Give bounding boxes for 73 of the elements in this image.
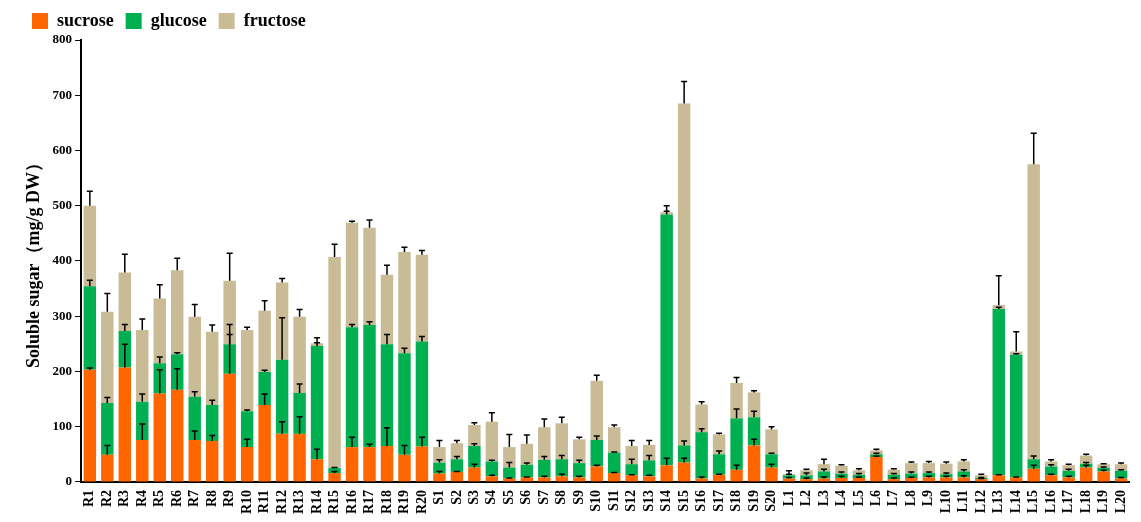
legend-label: glucose [150, 9, 207, 30]
x-tick-label: R9 [221, 489, 237, 508]
x-tick-label: S18 [728, 489, 744, 512]
x-tick-label: S15 [675, 489, 691, 512]
x-tick-label: S6 [518, 489, 534, 505]
x-tick-label: R2 [98, 489, 114, 508]
x-tick-label: L7 [885, 489, 901, 507]
x-tick-label: R11 [256, 489, 272, 514]
x-tick-label: L3 [815, 489, 831, 507]
x-tick-label: S5 [500, 489, 516, 505]
x-tick-label: S10 [588, 489, 604, 512]
x-tick-label: S4 [483, 489, 499, 505]
x-tick-label: R18 [378, 489, 394, 515]
x-tick-label: L11 [955, 489, 971, 513]
x-tick-label: L12 [972, 489, 988, 514]
x-tick-label: R16 [343, 489, 359, 515]
x-tick-label: S8 [553, 489, 569, 505]
x-tick-label: R13 [291, 489, 307, 515]
y-tick-label: 600 [52, 141, 73, 157]
x-tick-label: R7 [186, 489, 202, 508]
x-tick-label: L20 [1112, 489, 1128, 514]
y-tick-label: 700 [52, 86, 73, 102]
x-tick-label: R8 [203, 489, 219, 508]
y-tick-label: 500 [52, 197, 73, 213]
x-tick-label: L18 [1077, 489, 1093, 514]
x-tick-label: L6 [868, 489, 884, 507]
x-tick-label: S17 [710, 489, 726, 512]
x-tick-label: R3 [116, 489, 132, 508]
x-tick-label: S14 [658, 489, 674, 512]
x-tick-label: L10 [937, 489, 953, 514]
x-tick-label: S16 [693, 489, 709, 512]
x-tick-label: L2 [798, 489, 814, 507]
x-tick-label: S11 [605, 489, 621, 511]
x-tick-label: R4 [133, 489, 149, 508]
x-tick-label: R12 [273, 489, 289, 515]
y-tick-label: 100 [52, 418, 73, 434]
x-tick-label: L15 [1025, 489, 1041, 514]
x-tick-label: R19 [396, 489, 412, 515]
x-tick-label: R17 [361, 489, 377, 515]
legend-label: sucrose [57, 9, 114, 30]
x-tick-label: R10 [238, 489, 254, 515]
x-tick-label: S7 [535, 489, 551, 505]
x-tick-label: R14 [308, 489, 324, 515]
y-axis-title: Soluble sugar（mg/g DW） [23, 153, 44, 368]
y-tick-label: 300 [52, 307, 73, 323]
x-tick-label: S20 [763, 489, 779, 512]
y-tick-label: 800 [52, 31, 73, 47]
x-tick-label: R15 [326, 489, 342, 515]
x-tick-label: S12 [623, 489, 639, 512]
x-tick-label: S2 [448, 489, 464, 505]
y-tick-label: 0 [65, 473, 73, 489]
x-tick-label: L19 [1095, 489, 1111, 514]
x-tick-label: R1 [81, 489, 97, 508]
x-tick-label: S13 [640, 489, 656, 512]
legend-label: fructose [243, 9, 306, 30]
x-tick-label: S3 [465, 489, 481, 505]
y-tick-label: 400 [52, 252, 73, 268]
x-tick-label: S9 [570, 489, 586, 505]
x-tick-label: L4 [833, 489, 849, 507]
y-tick-label: 200 [52, 362, 73, 378]
x-tick-label: R20 [413, 489, 429, 515]
x-tick-label: S19 [745, 489, 761, 512]
x-tick-label: L13 [990, 489, 1006, 514]
x-tick-label: L14 [1007, 489, 1023, 514]
x-tick-label: L1 [780, 489, 796, 507]
x-tick-label: L9 [920, 489, 936, 507]
x-tick-label: L5 [850, 489, 866, 507]
x-tick-label: L16 [1042, 489, 1058, 514]
x-tick-label: L8 [902, 489, 918, 507]
x-tick-label: R5 [151, 489, 167, 508]
x-tick-label: R6 [168, 489, 184, 508]
x-tick-label: S1 [431, 489, 447, 505]
x-tick-label: L17 [1060, 489, 1076, 514]
